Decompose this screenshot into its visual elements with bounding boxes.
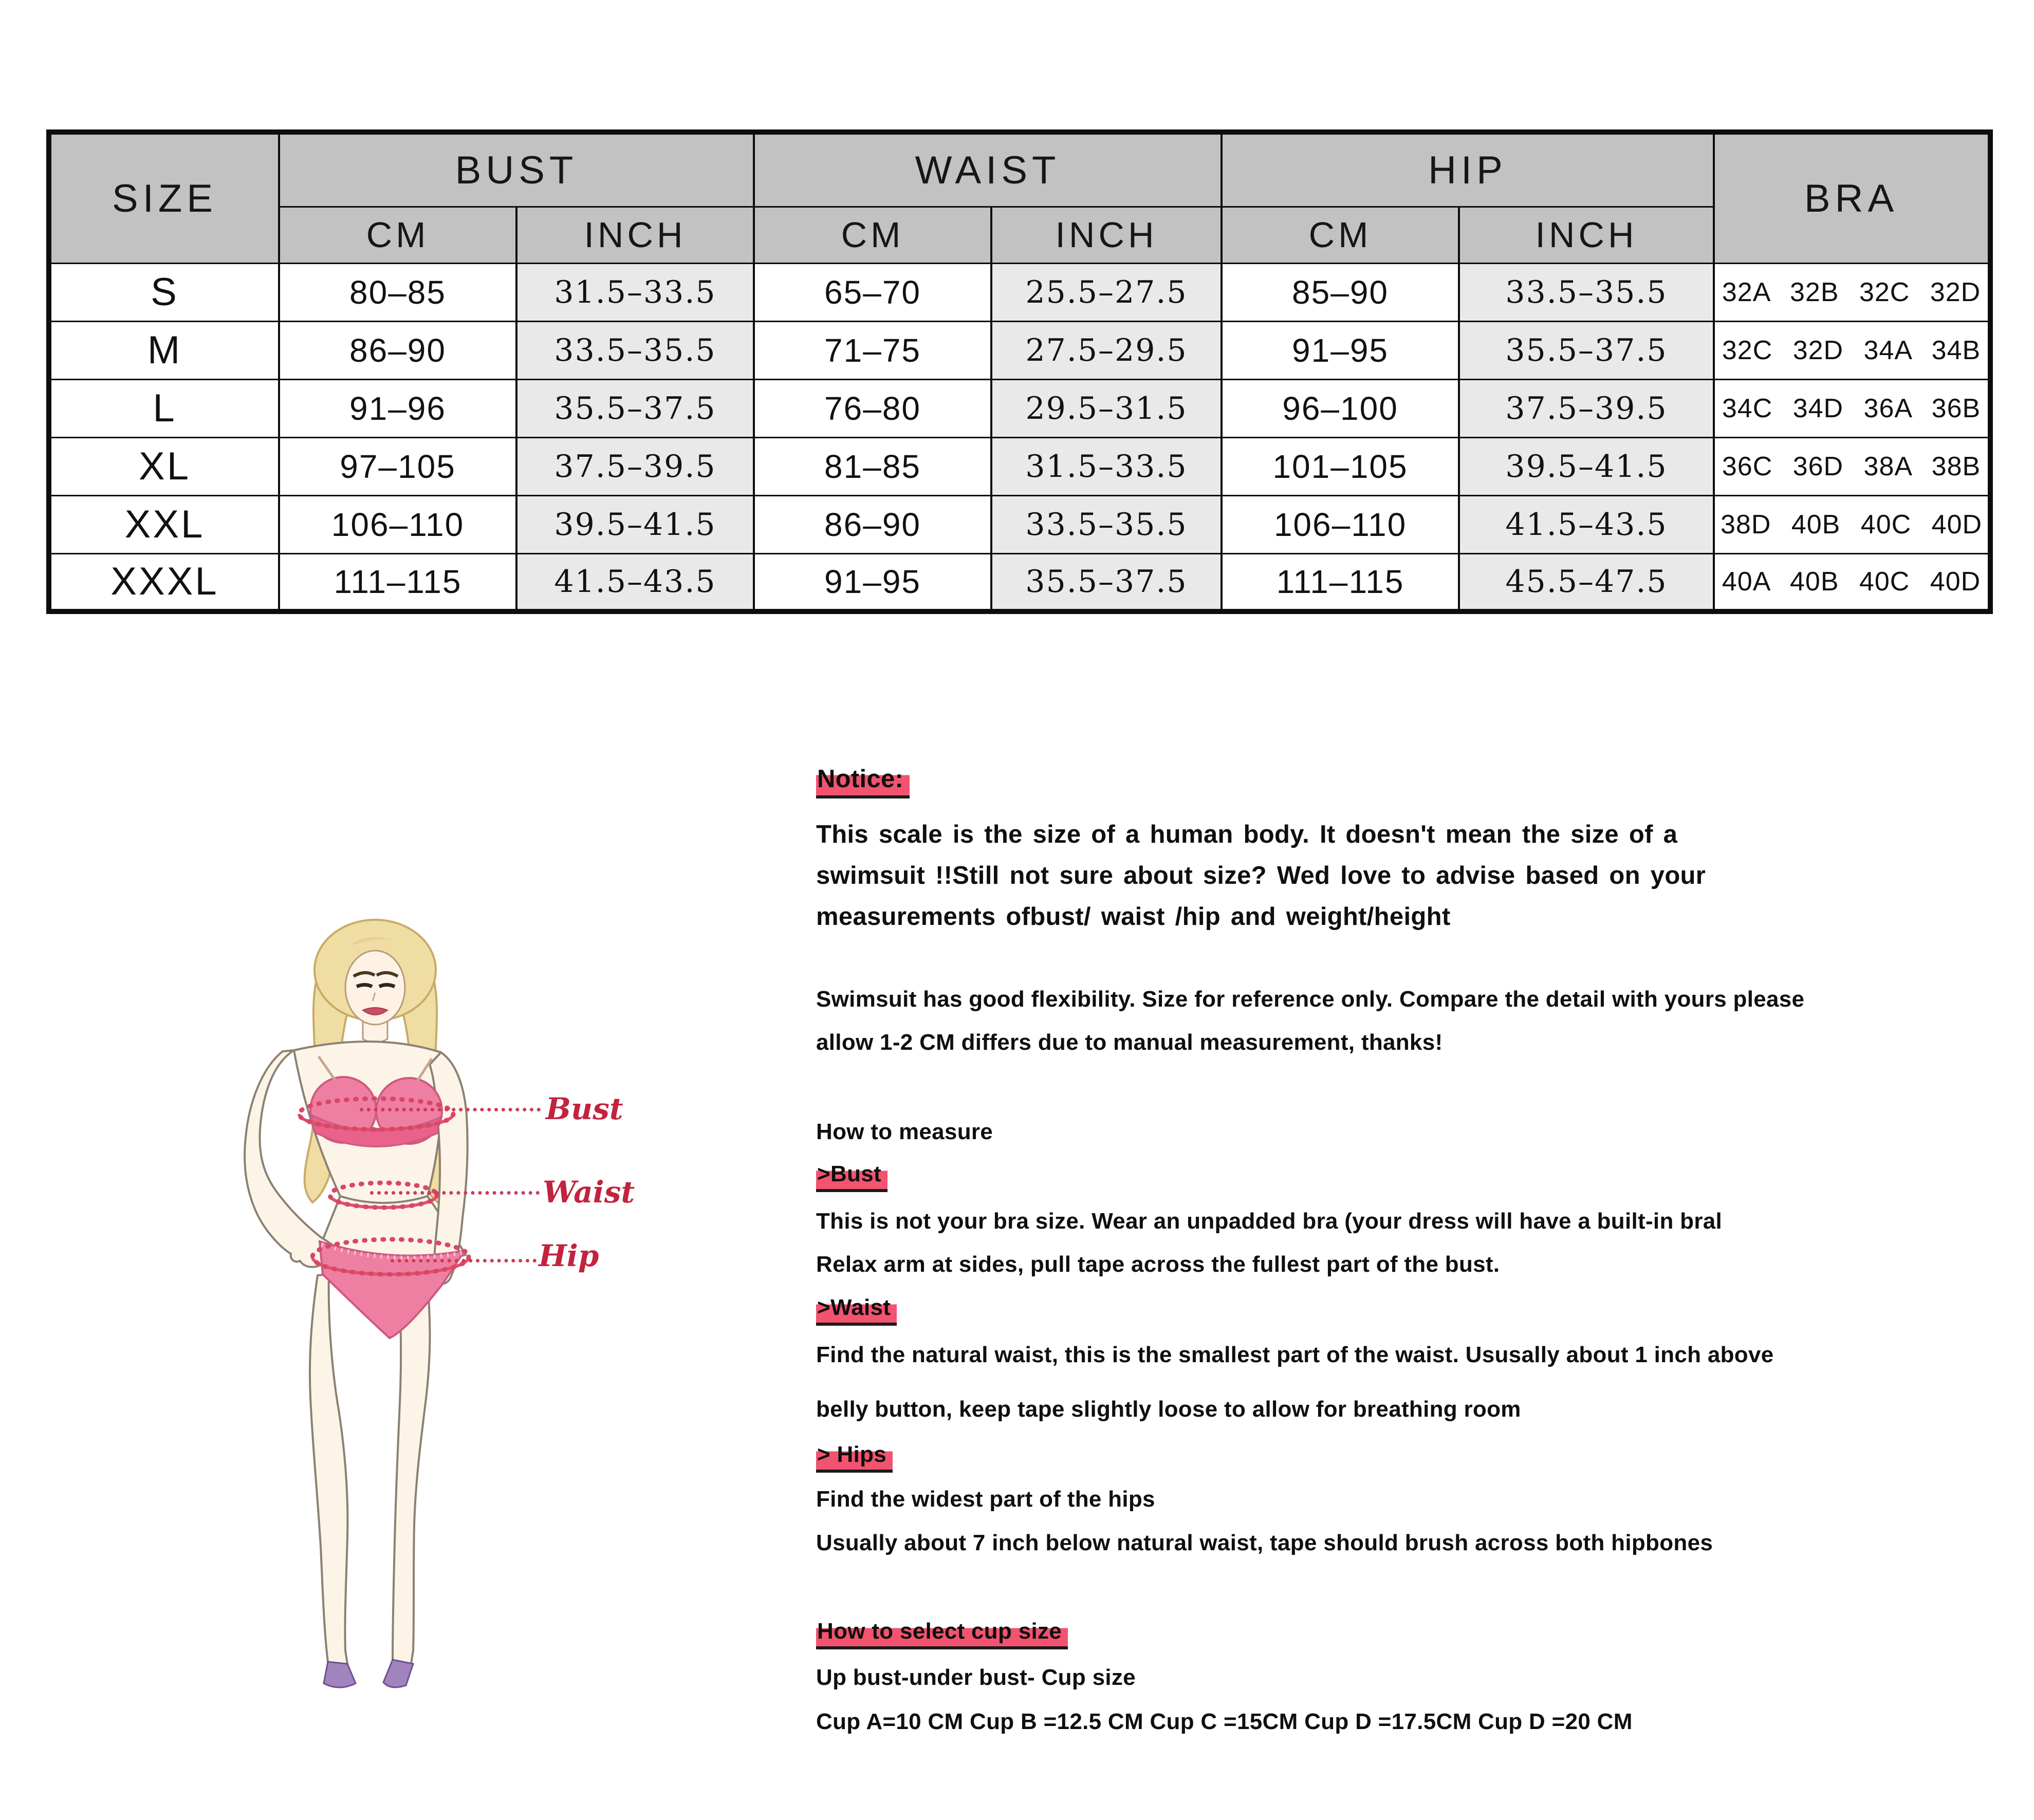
how-to-measure-title: How to measure — [816, 1119, 993, 1144]
header-bust-inch: INCH — [515, 206, 755, 264]
hip-cm-cell: 111–115 — [1221, 552, 1460, 612]
notice-heading: Notice: — [816, 765, 910, 798]
waist-cm-cell: 86–90 — [753, 494, 993, 554]
bust-inch-cell: 31.5–33.5 — [515, 262, 755, 322]
bust-cm-cell: 80–85 — [278, 262, 517, 322]
size-cell: M — [48, 320, 280, 380]
notice-line: measurements ofbust/ waist /hip and weig… — [816, 903, 1451, 931]
bust-inch-cell: 35.5–37.5 — [515, 378, 755, 438]
table-row: XXXL 111–115 41.5–43.5 91–95 35.5–37.5 1… — [48, 552, 1992, 612]
header-waist-cm: CM — [753, 206, 993, 264]
bust-cm-cell: 106–110 — [278, 494, 517, 554]
waist-inch-cell: 29.5–31.5 — [990, 378, 1223, 438]
notice-line: swimsuit !!Still not sure about size? We… — [816, 862, 1706, 889]
bust-inch-cell: 33.5–35.5 — [515, 320, 755, 380]
hips-instruction: Find the widest part of the hips — [816, 1487, 1155, 1512]
bust-inch-cell: 39.5–41.5 — [515, 494, 755, 554]
flex-note-line: allow 1-2 CM differs due to manual measu… — [816, 1030, 1443, 1055]
waist-cm-cell: 91–95 — [753, 552, 993, 612]
header-size: SIZE — [48, 131, 280, 264]
bust-label: Bust — [546, 1091, 623, 1126]
header-waist-inch: INCH — [990, 206, 1223, 264]
flex-note-line: Swimsuit has good flexibility. Size for … — [816, 987, 1805, 1012]
notice-heading-line: Notice: — [816, 765, 910, 798]
hips-heading: > Hips — [816, 1442, 893, 1473]
header-hip-inch: INCH — [1458, 206, 1715, 264]
waist-cm-cell: 81–85 — [753, 436, 993, 496]
bra-cell: 34C 34D 36A 36B — [1713, 378, 1992, 438]
header-bra: BRA — [1713, 131, 1992, 264]
bust-cm-cell: 91–96 — [278, 378, 517, 438]
hip-inch-cell: 35.5–37.5 — [1458, 320, 1715, 380]
header-bust-cm: CM — [278, 206, 517, 264]
size-cell: XL — [48, 436, 280, 496]
cup-size-line: Up bust-under bust- Cup size — [816, 1665, 1136, 1690]
header-waist: WAIST — [753, 131, 1223, 208]
size-cell: XXXL — [48, 552, 280, 612]
bust-dotted-line — [360, 1108, 541, 1111]
hip-cm-cell: 85–90 — [1221, 262, 1460, 322]
cup-size-heading: How to select cup size — [816, 1619, 1068, 1649]
bust-instruction: Relax arm at sides, pull tape across the… — [816, 1252, 1500, 1277]
hip-cm-cell: 106–110 — [1221, 494, 1460, 554]
bra-cell: 38D 40B 40C 40D — [1713, 494, 1992, 554]
bra-cell: 32C 32D 34A 34B — [1713, 320, 1992, 380]
table-row: M 86–90 33.5–35.5 71–75 27.5–29.5 91–95 … — [48, 320, 1992, 380]
waist-instruction: belly button, keep tape slightly loose t… — [816, 1397, 1521, 1422]
bust-heading-line: >Bust — [816, 1161, 887, 1192]
hip-cm-cell: 101–105 — [1221, 436, 1460, 496]
table-row: L 91–96 35.5–37.5 76–80 29.5–31.5 96–100… — [48, 378, 1992, 438]
notice-line: This scale is the size of a human body. … — [816, 821, 1678, 848]
hip-inch-cell: 33.5–35.5 — [1458, 262, 1715, 322]
hip-cm-cell: 91–95 — [1221, 320, 1460, 380]
table-row: XL 97–105 37.5–39.5 81–85 31.5–33.5 101–… — [48, 436, 1992, 496]
table-row: S 80–85 31.5–33.5 65–70 25.5–27.5 85–90 … — [48, 262, 1992, 322]
waist-inch-cell: 25.5–27.5 — [990, 262, 1223, 322]
bust-cm-cell: 111–115 — [278, 552, 517, 612]
header-hip-cm: CM — [1221, 206, 1460, 264]
bust-inch-cell: 37.5–39.5 — [515, 436, 755, 496]
waist-inch-cell: 35.5–37.5 — [990, 552, 1223, 612]
waist-dotted-line — [370, 1191, 540, 1195]
waist-inch-cell: 33.5–35.5 — [990, 494, 1223, 554]
hip-inch-cell: 41.5–43.5 — [1458, 494, 1715, 554]
waist-inch-cell: 27.5–29.5 — [990, 320, 1223, 380]
bust-heading: >Bust — [816, 1161, 887, 1192]
hips-heading-line: > Hips — [816, 1442, 893, 1473]
cup-size-line: Cup A=10 CM Cup B =12.5 CM Cup C =15CM C… — [816, 1709, 1633, 1734]
hip-inch-cell: 39.5–41.5 — [1458, 436, 1715, 496]
bust-inch-cell: 41.5–43.5 — [515, 552, 755, 612]
waist-heading: >Waist — [816, 1295, 897, 1326]
waist-instruction: Find the natural waist, this is the smal… — [816, 1342, 1774, 1367]
hip-label: Hip — [539, 1238, 599, 1273]
hip-inch-cell: 45.5–47.5 — [1458, 552, 1715, 612]
waist-cm-cell: 76–80 — [753, 378, 993, 438]
bust-cm-cell: 97–105 — [278, 436, 517, 496]
size-cell: S — [48, 262, 280, 322]
waist-inch-cell: 31.5–33.5 — [990, 436, 1223, 496]
cup-size-heading-line: How to select cup size — [816, 1619, 1068, 1649]
waist-cm-cell: 65–70 — [753, 262, 993, 322]
waist-label: Waist — [543, 1175, 635, 1210]
bra-cell: 32A 32B 32C 32D — [1713, 262, 1992, 322]
size-cell: XXL — [48, 494, 280, 554]
waist-heading-line: >Waist — [816, 1295, 897, 1326]
measurement-figure-illustration — [244, 919, 471, 1688]
waist-cm-cell: 71–75 — [753, 320, 993, 380]
header-hip: HIP — [1221, 131, 1715, 208]
hips-instruction: Usually about 7 inch below natural waist… — [816, 1530, 1713, 1555]
hip-inch-cell: 37.5–39.5 — [1458, 378, 1715, 438]
bust-cm-cell: 86–90 — [278, 320, 517, 380]
size-chart-table: SIZE BUST WAIST HIP BRA CM INCH CM INCH … — [46, 129, 1993, 614]
bust-instruction: This is not your bra size. Wear an unpad… — [816, 1209, 1723, 1234]
table-row: XXL 106–110 39.5–41.5 86–90 33.5–35.5 10… — [48, 494, 1992, 554]
hip-cm-cell: 96–100 — [1221, 378, 1460, 438]
bra-cell: 40A 40B 40C 40D — [1713, 552, 1992, 612]
header-bust: BUST — [278, 131, 755, 208]
hip-dotted-line — [391, 1259, 537, 1262]
size-cell: L — [48, 378, 280, 438]
bra-cell: 36C 36D 38A 38B — [1713, 436, 1992, 496]
